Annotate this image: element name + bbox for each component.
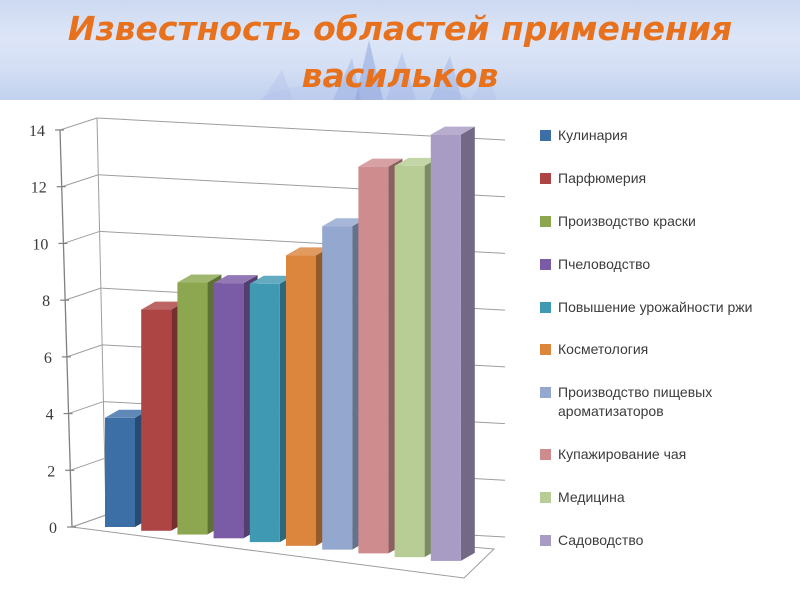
bar-front-face	[249, 283, 280, 543]
legend-swatch-2	[540, 215, 551, 227]
gridline-connector-12	[61, 174, 99, 188]
bar-top-face	[394, 157, 439, 166]
gridline-connector-6	[66, 344, 103, 358]
legend-label-1: Парфюмерия	[558, 169, 647, 186]
slide-title: Известность областей применения василько…	[67, 9, 733, 95]
legend-swatch-5	[540, 344, 551, 356]
legend-item-8: Медицина	[540, 488, 790, 507]
bar-front-face	[394, 165, 425, 558]
legend-item-0: Кулинария	[540, 126, 790, 145]
bar-top-face	[141, 301, 186, 310]
legend-label-9: Садоводство	[558, 531, 644, 548]
slide-header: Известность областей применения василько…	[0, 0, 800, 100]
legend-label-7: Купажирование чая	[558, 446, 687, 463]
y-tick-label-0: 0	[49, 520, 57, 537]
y-tick-label-8: 8	[42, 293, 50, 310]
bar-front-face	[322, 226, 353, 550]
legend-label-8: Медицина	[558, 489, 625, 505]
legend-label-3: Пчеловодство	[558, 255, 651, 272]
gridline-connector-4	[68, 401, 104, 415]
legend-swatch-3	[540, 258, 551, 270]
bar-front-face	[430, 134, 461, 561]
gridline-connector-14	[59, 117, 98, 131]
y-tick-label-12: 12	[31, 180, 47, 197]
bar-front-face	[177, 282, 208, 535]
legend-label-6: Производство пищевых ароматизаторов	[558, 384, 713, 420]
y-tick-label-6: 6	[44, 350, 52, 367]
bar-top-face	[322, 218, 367, 227]
legend-item-1: Парфюмерия	[540, 169, 790, 188]
y-tick-label-14: 14	[29, 123, 45, 140]
legend-swatch-0	[540, 130, 551, 141]
legend-swatch-8	[540, 492, 551, 503]
legend-item-9: Садоводство	[540, 531, 790, 550]
legend-label-0: Кулинария	[558, 127, 628, 143]
legend-swatch-6	[540, 387, 551, 399]
bar-front-face	[286, 255, 316, 546]
legend-label-2: Производство краски	[558, 212, 696, 229]
bar-9: Садоводство: 14	[430, 126, 475, 561]
legend-swatch-9	[540, 534, 551, 546]
legend-label-4: Повышение урожайности ржи	[558, 298, 753, 315]
bar-front-face	[105, 417, 135, 527]
legend-swatch-7	[540, 449, 551, 461]
legend-item-6: Производство пищевых ароматизаторов	[540, 383, 790, 421]
gridline-connector-8	[64, 287, 102, 301]
y-tick-label-2: 2	[47, 463, 55, 480]
bar-front-face	[358, 166, 389, 554]
bar-top-face	[286, 247, 330, 256]
cornflower-image	[260, 40, 497, 100]
bar-side-face	[460, 126, 475, 561]
legend-item-2: Производство краски	[540, 212, 790, 231]
bar-top-face	[430, 126, 475, 135]
wall-left-edge	[96, 117, 107, 516]
bar-front-face	[141, 309, 172, 531]
legend-item-4: Повышение урожайности ржи	[540, 298, 790, 317]
bar-top-face	[105, 409, 149, 418]
y-tick-label-10: 10	[32, 236, 48, 253]
bar-top-face	[177, 274, 222, 283]
legend-item-7: Купажирование чая	[540, 445, 790, 464]
legend-item-5: Косметология	[540, 340, 790, 359]
y-axis	[59, 129, 73, 528]
bar-top-face	[358, 158, 403, 167]
bar-front-face	[213, 283, 244, 539]
chart-legend: Кулинария Парфюмерия Производство краски Пч…	[540, 126, 790, 550]
legend-item-3: Пчеловодство	[540, 255, 790, 274]
gridline-connector-0	[71, 514, 107, 528]
y-tick-label-4: 4	[46, 407, 54, 424]
gridline-connector-2	[70, 457, 105, 471]
legend-swatch-1	[540, 172, 551, 184]
gridline-connector-10	[63, 230, 100, 244]
bar-top-face	[213, 275, 258, 284]
legend-swatch-4	[540, 301, 551, 313]
legend-label-5: Косметология	[558, 341, 649, 358]
bar-top-face	[249, 275, 294, 284]
